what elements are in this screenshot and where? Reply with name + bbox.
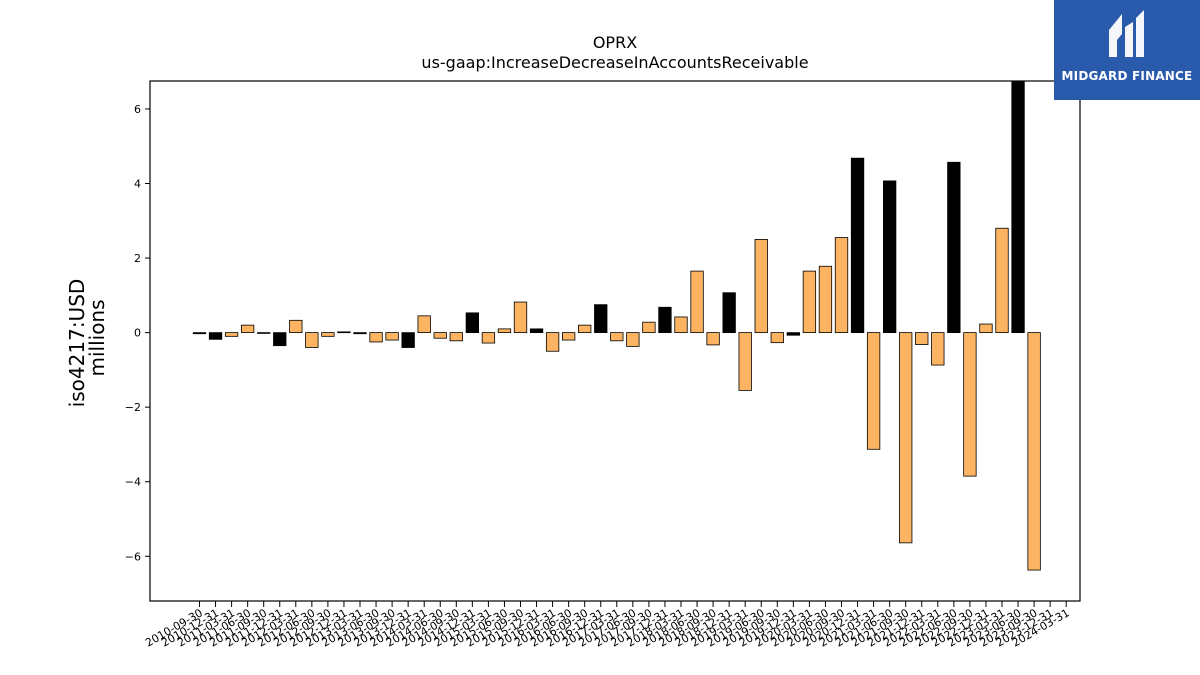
- bar: [305, 332, 319, 348]
- y-axis-label-units: millions: [85, 299, 109, 376]
- brand-name: MIDGARD FINANCE: [1061, 69, 1193, 83]
- bar: [192, 332, 207, 335]
- bar: [257, 332, 271, 334]
- y-axis-label: iso4217:USD: [65, 279, 89, 408]
- bar: [353, 332, 367, 335]
- bar: [208, 332, 223, 340]
- bar: [385, 332, 399, 341]
- bar: [1027, 332, 1041, 571]
- bar: [449, 332, 463, 342]
- bar: [224, 332, 239, 337]
- bar: [770, 332, 784, 344]
- plot-frame: [149, 80, 1081, 602]
- bar: [883, 180, 897, 334]
- bar: [818, 265, 833, 334]
- bar: [513, 301, 528, 334]
- bar: [273, 332, 287, 347]
- bar: [706, 332, 720, 346]
- bar: [465, 312, 480, 334]
- bar: [610, 332, 624, 342]
- bar: [433, 332, 447, 339]
- bar: [529, 328, 544, 334]
- bar: [947, 161, 961, 334]
- bar: [963, 332, 977, 477]
- chart-title: OPRX: [593, 33, 637, 52]
- y-tick-label: 6: [134, 103, 141, 116]
- bar: [738, 332, 752, 391]
- bar: [578, 324, 592, 334]
- y-tick-label: 2: [134, 252, 141, 265]
- bar: [995, 227, 1009, 334]
- bar: [240, 324, 255, 334]
- chart-subtitle: us-gaap:IncreaseDecreaseInAccountsReceiv…: [421, 53, 808, 72]
- bar: [642, 321, 656, 334]
- y-tick-label: 0: [134, 327, 141, 340]
- bar: [481, 332, 496, 344]
- bar: [690, 270, 704, 334]
- bar: [545, 332, 560, 352]
- bar: [915, 332, 929, 345]
- bar: [899, 332, 913, 544]
- bars-group: [192, 80, 1041, 571]
- bar: [562, 332, 576, 341]
- x-axis-ticks: 2010-09-302010-12-312011-03-312011-06-30…: [143, 601, 1072, 650]
- bar: [594, 304, 608, 334]
- bar: [321, 332, 335, 337]
- y-tick-label: −6: [125, 550, 141, 563]
- bar: [850, 157, 865, 334]
- y-axis-ticks: −6 −4 −2 0 2 4 6: [125, 103, 150, 563]
- y-tick-label: −2: [125, 401, 141, 414]
- bar: [369, 332, 383, 343]
- y-tick-label: −4: [125, 476, 141, 489]
- bar: [497, 328, 512, 334]
- midgard-logo-icon: [1109, 10, 1144, 57]
- bar: [658, 306, 672, 334]
- bar: [417, 315, 431, 334]
- bar: [866, 332, 881, 450]
- bar: [674, 316, 688, 334]
- bar: [979, 323, 993, 334]
- bar: [802, 270, 817, 334]
- bar: [786, 332, 800, 336]
- bar: [401, 332, 415, 348]
- bar: [626, 332, 640, 347]
- bar: [289, 319, 303, 334]
- y-tick-label: 4: [134, 178, 141, 191]
- bar: [834, 237, 849, 334]
- bar: [1011, 80, 1025, 334]
- bar: [754, 239, 768, 334]
- bar: [931, 332, 945, 366]
- brand-logo: MIDGARD FINANCE: [1054, 0, 1200, 100]
- bar: [337, 331, 351, 334]
- bar: [722, 292, 736, 334]
